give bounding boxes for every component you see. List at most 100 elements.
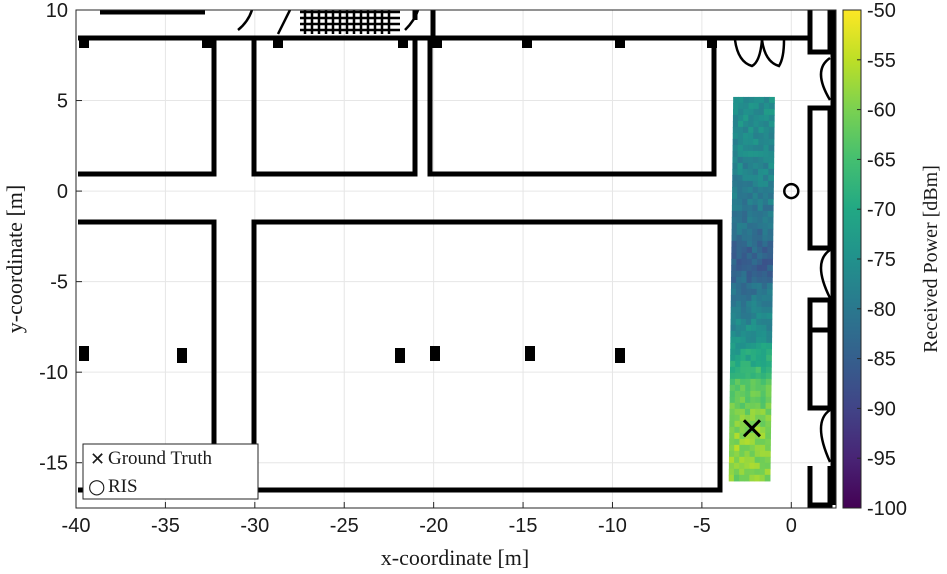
heatmap-cell	[756, 276, 763, 284]
heatmap-cell	[765, 414, 772, 422]
heatmap-cell	[759, 474, 766, 482]
heatmap-cell	[759, 462, 766, 470]
heatmap-cell	[764, 468, 771, 476]
heatmap-cell	[755, 348, 762, 356]
heatmap-cell	[745, 324, 752, 332]
heatmap-cell	[739, 444, 746, 452]
heatmap-cell	[732, 150, 739, 158]
heatmap-cell	[745, 360, 752, 368]
heatmap-cell	[731, 258, 737, 266]
heatmap-cell	[745, 402, 751, 410]
heatmap-cell	[767, 222, 774, 230]
heatmap-cell	[758, 108, 765, 116]
heatmap-cell	[733, 474, 740, 482]
colorbar-tick-label: -50	[867, 0, 896, 22]
heatmap-cell	[768, 180, 774, 188]
heatmap-cell	[732, 174, 738, 182]
heatmap-cell	[755, 342, 762, 350]
colorbar-label: Received Power [dBm]	[920, 165, 942, 353]
heatmap-cell	[746, 312, 752, 320]
heatmap-cell	[764, 456, 771, 464]
heatmap-cell	[740, 378, 746, 386]
heatmap-cell	[766, 336, 773, 344]
heatmap-cell	[752, 216, 759, 224]
heatmap-cell	[763, 144, 770, 152]
heatmap-cell	[762, 216, 769, 224]
heatmap-cell	[748, 96, 755, 104]
heatmap-cell	[731, 270, 737, 278]
heatmap-cell	[736, 258, 743, 266]
heatmap-cell	[762, 204, 769, 212]
heatmap-cell	[766, 312, 773, 320]
heatmap-cell	[750, 372, 757, 380]
heatmap-cell	[751, 282, 758, 290]
heatmap-cell	[751, 246, 758, 254]
colorbar-tick-label: -85	[867, 349, 896, 371]
heatmap-cell	[767, 276, 773, 284]
heatmap-cell	[739, 420, 746, 428]
heatmap-cell	[745, 348, 752, 356]
heatmap-cell	[758, 150, 764, 158]
heatmap-cell	[742, 204, 748, 212]
heatmap-cell	[759, 456, 766, 464]
heatmap-cell	[735, 336, 742, 344]
heatmap-cell	[765, 384, 772, 392]
heatmap-cell	[761, 312, 768, 320]
heatmap-cell	[766, 360, 772, 368]
heatmap-cell	[760, 432, 766, 440]
heatmap-cell	[763, 156, 770, 164]
heatmap-cell	[737, 180, 744, 188]
heatmap-cell	[737, 204, 743, 212]
heatmap-cell	[732, 192, 738, 200]
heatmap-cell	[761, 288, 768, 296]
heatmap-cell	[748, 108, 755, 116]
legend-symbol-ris: ○	[88, 474, 105, 498]
heatmap-cell	[747, 204, 754, 212]
heatmap-cell	[730, 282, 737, 290]
heatmap-cell	[736, 252, 743, 260]
heatmap-cell	[737, 198, 743, 206]
heatmap-cell	[739, 408, 746, 416]
heatmap-cell	[766, 282, 773, 290]
heatmap-cell	[732, 156, 739, 164]
heatmap-cell	[734, 462, 740, 470]
heatmap-cell	[728, 462, 735, 470]
heatmap-cell	[758, 126, 765, 134]
heatmap-cell	[740, 324, 747, 332]
heatmap-cell	[765, 402, 772, 410]
heatmap-cell	[769, 102, 775, 110]
heatmap-cell	[761, 306, 768, 314]
heatmap-cell	[740, 360, 747, 368]
heatmap-cell	[750, 408, 756, 416]
x-tick-label: -25	[330, 515, 359, 537]
heatmap-cell	[760, 438, 766, 446]
heatmap-cell	[742, 210, 748, 218]
heatmap-cell	[735, 354, 742, 362]
heatmap-cell	[735, 360, 741, 368]
heatmap-cell	[741, 252, 748, 260]
heatmap-cell	[753, 156, 759, 164]
heatmap-cell	[729, 426, 736, 434]
heatmap-cell	[755, 390, 762, 398]
heatmap-cell	[750, 384, 757, 392]
heatmap-cell	[760, 426, 766, 434]
heatmap-cell	[763, 168, 769, 176]
heatmap-cell	[741, 246, 748, 254]
heatmap-cell	[730, 312, 737, 320]
heatmap-cell	[755, 366, 762, 374]
heatmap-cell	[744, 474, 750, 482]
heatmap-cell	[742, 186, 749, 194]
heatmap-cell	[733, 102, 739, 110]
heatmap-cell	[740, 372, 746, 380]
heatmap-cell	[741, 294, 747, 302]
heatmap-cell	[767, 252, 774, 260]
heatmap-cell	[761, 348, 767, 356]
heatmap-cell	[735, 324, 742, 332]
heatmap-cell	[757, 216, 764, 224]
heatmap-cell	[729, 390, 736, 398]
heatmap-cell	[742, 216, 748, 224]
heatmap-cell	[730, 354, 736, 362]
heatmap-cell	[739, 426, 746, 434]
y-tick-label: 10	[46, 0, 68, 22]
heatmap-cell	[756, 264, 763, 272]
